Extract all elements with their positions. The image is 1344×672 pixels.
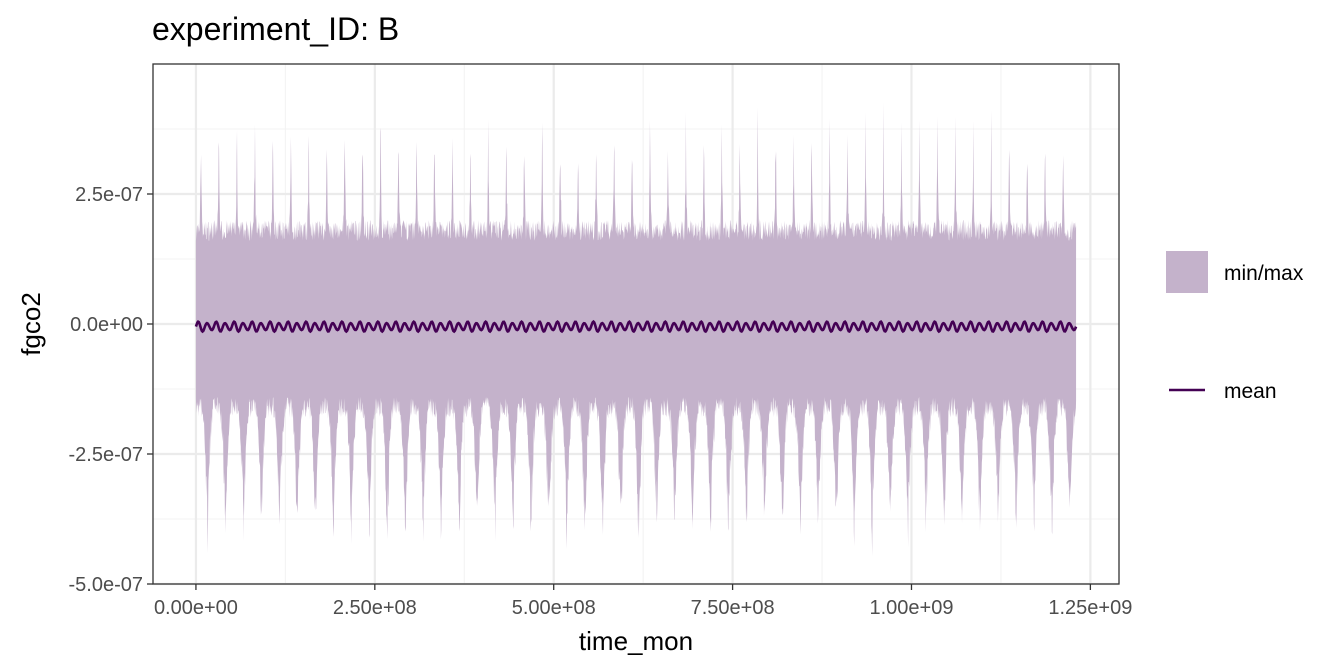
x-tick-label: 1.25e+09	[1048, 597, 1132, 619]
x-axis: 0.00e+00 2.50e+08 5.00e+08 7.50e+08 1.00e+09…	[154, 584, 1132, 619]
y-tick-label: 0.0e+00	[70, 314, 143, 336]
legend-label-min-max: min/max	[1224, 262, 1304, 285]
x-tick-label: 0.00e+00	[154, 597, 238, 619]
x-tick-label: 5.00e+08	[512, 597, 596, 619]
y-tick-label: -5.0e-07	[69, 574, 144, 596]
chart-title: experiment_ID: B	[152, 11, 399, 47]
x-tick-label: 2.50e+08	[333, 597, 417, 619]
x-axis-title: time_mon	[579, 626, 693, 656]
y-axis-title: fgco2	[16, 292, 46, 356]
y-tick-label: 2.5e-07	[75, 184, 143, 206]
plot-panel	[152, 63, 1120, 586]
legend: min/max mean	[1166, 251, 1304, 403]
mean-line	[194, 319, 1078, 334]
legend-key-min-max	[1166, 251, 1208, 293]
x-tick-label: 1.00e+09	[869, 597, 953, 619]
x-tick-label: 7.50e+08	[691, 597, 775, 619]
y-tick-label: -2.5e-07	[69, 444, 144, 466]
y-axis: -5.0e-07 -2.5e-07 0.0e+00 2.5e-07	[69, 184, 153, 596]
legend-label-mean: mean	[1224, 380, 1277, 403]
